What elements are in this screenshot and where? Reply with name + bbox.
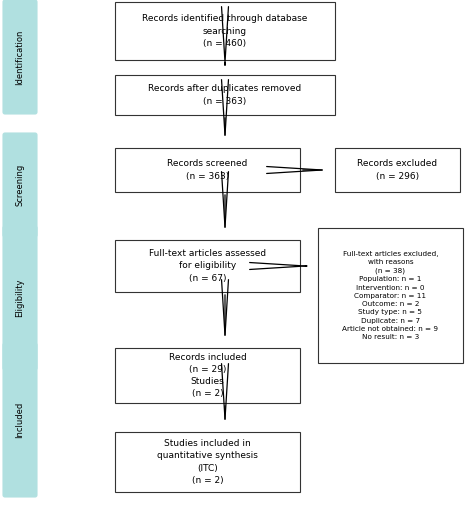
Bar: [115, 348, 300, 403]
Text: Studies included in
quantitative synthesis
(ITC)
(n = 2): Studies included in quantitative synthes…: [157, 439, 258, 485]
Text: Records excluded
(n = 296): Records excluded (n = 296): [357, 159, 438, 180]
Bar: [115, 75, 335, 115]
Text: Full-text articles assessed
for eligibility
(n = 67): Full-text articles assessed for eligibil…: [149, 249, 266, 282]
Text: Full-text articles excluded,
with reasons
(n = 38)
Population: n = 1
Interventio: Full-text articles excluded, with reason…: [343, 251, 438, 340]
FancyBboxPatch shape: [3, 226, 37, 370]
Text: Records after duplicates removed
(n = 363): Records after duplicates removed (n = 36…: [148, 85, 301, 105]
FancyBboxPatch shape: [3, 343, 37, 497]
FancyBboxPatch shape: [3, 133, 37, 237]
Bar: [115, 432, 300, 492]
Text: Records screened
(n = 363): Records screened (n = 363): [167, 159, 248, 180]
Text: Records identified through database
searching
(n = 460): Records identified through database sear…: [142, 14, 308, 48]
Text: Screening: Screening: [16, 164, 25, 206]
Bar: [115, 240, 300, 292]
Text: Included: Included: [16, 402, 25, 438]
Bar: [318, 228, 463, 363]
Text: Identification: Identification: [16, 29, 25, 85]
Bar: [335, 148, 460, 192]
Text: Records included
(n = 29)
Studies
(n = 2): Records included (n = 29) Studies (n = 2…: [169, 353, 246, 398]
FancyBboxPatch shape: [3, 0, 37, 114]
Text: Eligibility: Eligibility: [16, 279, 25, 317]
Bar: [115, 148, 300, 192]
Bar: [115, 2, 335, 60]
